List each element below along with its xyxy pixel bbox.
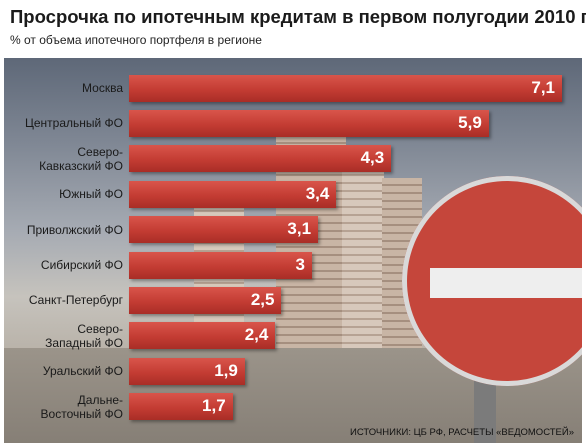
bar: 4,3 xyxy=(129,145,392,173)
bar: 2,5 xyxy=(129,286,282,314)
value-label: 3,4 xyxy=(305,183,330,203)
value-label: 7,1 xyxy=(531,77,555,97)
bar: 1,9 xyxy=(129,357,245,385)
category-label: Сибирский ФО xyxy=(40,258,123,272)
bar: 3,1 xyxy=(129,216,319,244)
bar: 2,4 xyxy=(129,322,276,350)
value-label: 3 xyxy=(295,254,305,274)
category-label: Южный ФО xyxy=(59,187,123,202)
category-label: Центральный ФО xyxy=(24,116,123,131)
category-label: Приволжский ФО xyxy=(26,222,123,237)
sign-pole xyxy=(474,378,496,443)
category-label: Северо- Западный ФО xyxy=(45,321,123,350)
bar: 5,9 xyxy=(129,109,489,137)
value-label: 5,9 xyxy=(458,112,482,132)
value-label: 4,3 xyxy=(360,148,385,168)
bar: 3 xyxy=(129,251,312,279)
chart-subtitle: % от объема ипотечного портфеля в регион… xyxy=(10,33,262,47)
category-label: Москва xyxy=(82,81,123,95)
value-label: 1,9 xyxy=(214,360,238,380)
value-label: 1,7 xyxy=(202,396,226,416)
value-label: 2,5 xyxy=(250,289,275,309)
category-label: Уральский ФО xyxy=(42,364,123,379)
category-label: Дальне- Восточный ФО xyxy=(40,392,123,421)
bar: 7,1 xyxy=(129,74,562,102)
value-label: 3,1 xyxy=(287,219,312,239)
no-entry-sign-icon xyxy=(402,176,582,386)
value-label: 2,4 xyxy=(244,325,269,345)
chart-title: Просрочка по ипотечным кредитам в первом… xyxy=(10,6,586,27)
bar: 1,7 xyxy=(129,393,233,421)
source-note: ИСТОЧНИКИ: ЦБ РФ, РАСЧЕТЫ «ВЕДОМОСТЕЙ» xyxy=(350,427,574,438)
category-label: Санкт-Петербург xyxy=(28,293,123,308)
category-label: Северо- Кавказский ФО xyxy=(39,144,123,173)
bar: 3,4 xyxy=(129,180,337,208)
